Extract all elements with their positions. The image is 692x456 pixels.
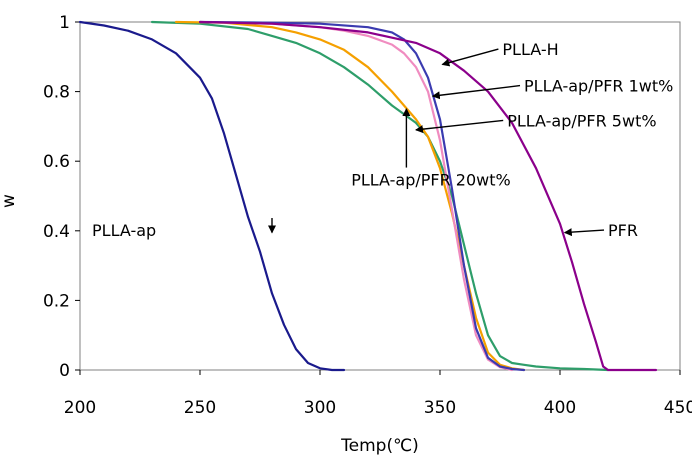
y-tick-label: 0.6	[43, 152, 70, 172]
annotation-label-4: PLLA-ap	[92, 221, 156, 240]
x-tick-label: 450	[664, 398, 692, 418]
x-tick-label: 400	[544, 398, 576, 418]
annotation-label-5: PFR	[608, 221, 638, 240]
x-axis-title: Temp(℃)	[340, 436, 419, 456]
annotation-label-1: PLLA-ap/PFR 1wt%	[524, 77, 673, 96]
y-axis: 0 0.2 0.4 0.6 0.8 1	[43, 13, 80, 381]
annotation-layer: PLLA-H PLLA-ap/PFR 1wt% PLLA-ap/PFR 5wt% PL…	[92, 40, 673, 240]
x-tick-label: 300	[304, 398, 336, 418]
annotation-arrow-0	[441, 48, 499, 67]
x-tick-label: 200	[64, 398, 96, 418]
y-tick-label: 0.4	[43, 222, 70, 242]
annotation-arrow-2	[415, 119, 504, 134]
annotation-label-3: PLLA-ap/PFR 20wt%	[351, 171, 511, 190]
plot-area	[79, 21, 681, 371]
x-tick-label: 250	[184, 398, 216, 418]
series-line-1	[150, 20, 610, 372]
series-line-5	[198, 20, 658, 372]
annotation-label-2: PLLA-ap/PFR 5wt%	[507, 111, 656, 130]
y-tick-label: 0.2	[43, 291, 70, 311]
annotation-arrow-5	[563, 228, 605, 237]
series-line-0	[78, 20, 346, 372]
y-tick-label: 1	[59, 13, 70, 33]
y-axis-title: w	[0, 194, 19, 208]
x-axis: 200 250 300 350 400 450	[64, 370, 692, 418]
y-tick-label: 0	[59, 361, 70, 381]
annotation-arrow-1	[431, 84, 521, 100]
y-tick-label: 0.8	[43, 83, 70, 103]
x-tick-label: 350	[424, 398, 456, 418]
annotation-label-0: PLLA-H	[502, 40, 558, 59]
